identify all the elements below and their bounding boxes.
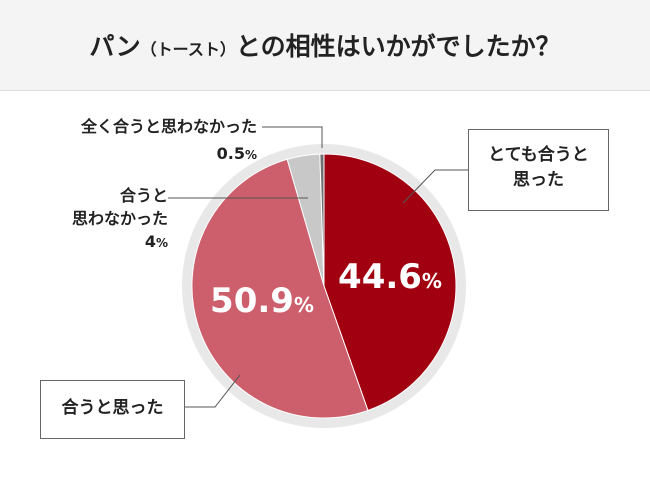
title-main-end: との相性はいかがでしたか？: [235, 32, 561, 61]
pie-slice: [323, 153, 457, 412]
label-not-good: 合うと 思わなかった 4%: [50, 184, 168, 255]
slice-value-label: 50.9%: [210, 281, 314, 321]
label-box-very-good: とても合うと 思った: [468, 129, 609, 211]
chart-title: パン（トースト）との相性はいかがでしたか？: [0, 27, 650, 63]
label-value: 0.5%: [216, 144, 257, 163]
pie-slice: [319, 153, 325, 287]
pie-slice: [191, 158, 369, 419]
slice-value-label: 44.6%: [338, 257, 442, 297]
label-line: 思わなかった: [71, 209, 168, 228]
label-line: とても合うと: [488, 145, 589, 165]
label-line: 合うと: [119, 186, 168, 205]
leader-line-very-good: [402, 169, 468, 204]
label-not-at-all: 全く合うと思わなかった 0.5%: [52, 115, 257, 167]
label-value: 4%: [144, 232, 168, 251]
label-line: 合うと思った: [61, 398, 164, 418]
title-subtext: （トースト）: [140, 40, 236, 59]
label-line: 全く合うと思わなかった: [80, 117, 257, 136]
label-line: 思った: [513, 170, 564, 190]
leader-line-good: [185, 374, 241, 408]
leader-line-not-at-all: [262, 126, 323, 148]
label-box-good: 合うと思った: [40, 380, 185, 439]
title-band: [0, 0, 650, 91]
title-main-start: パン: [89, 32, 141, 61]
